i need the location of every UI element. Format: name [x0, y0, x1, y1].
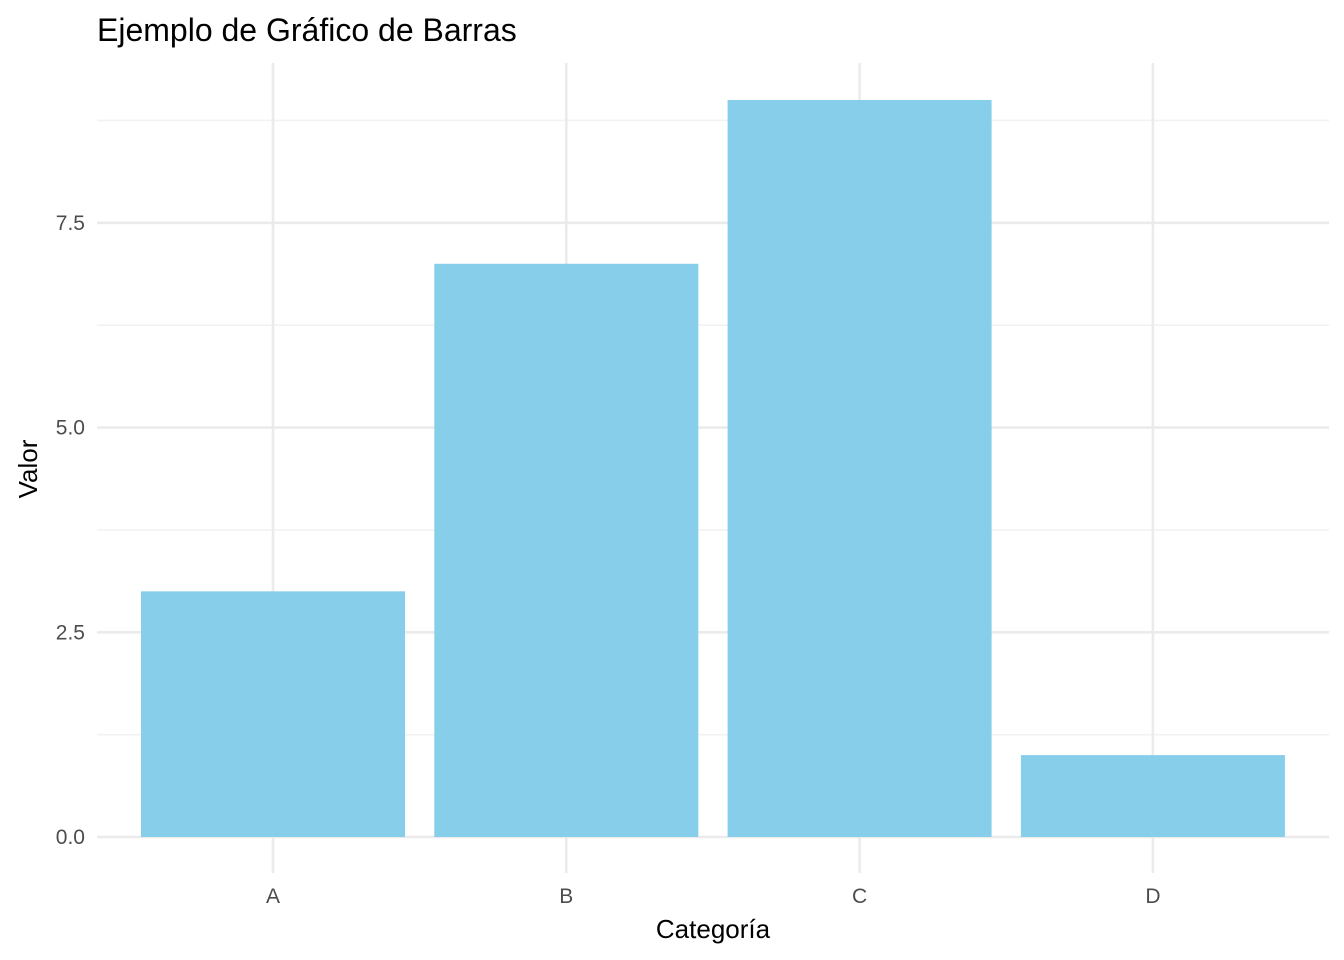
bar-b	[434, 263, 699, 837]
y-axis-tick-labels: 0.0 2.5 5.0 7.5	[56, 212, 85, 849]
y-tick-label: 0.0	[56, 826, 85, 849]
x-tick-label: D	[1145, 885, 1160, 908]
y-tick-label: 7.5	[56, 212, 85, 235]
y-tick-label: 2.5	[56, 621, 85, 644]
bar-c	[727, 100, 992, 837]
y-tick-label: 5.0	[56, 417, 85, 440]
x-tick-label: C	[852, 885, 867, 908]
y-axis-title: Valor	[13, 439, 43, 498]
x-axis-title: Categoría	[656, 914, 771, 944]
bar-a	[141, 591, 405, 837]
bar-d	[1020, 755, 1285, 837]
x-tick-label: B	[559, 885, 573, 908]
x-axis-tick-labels: A B C D	[266, 885, 1160, 908]
minor-gridlines	[97, 119, 1329, 736]
x-tick-label: A	[266, 885, 280, 908]
chart-title: Ejemplo de Gráfico de Barras	[97, 12, 517, 48]
bars	[141, 100, 1285, 837]
